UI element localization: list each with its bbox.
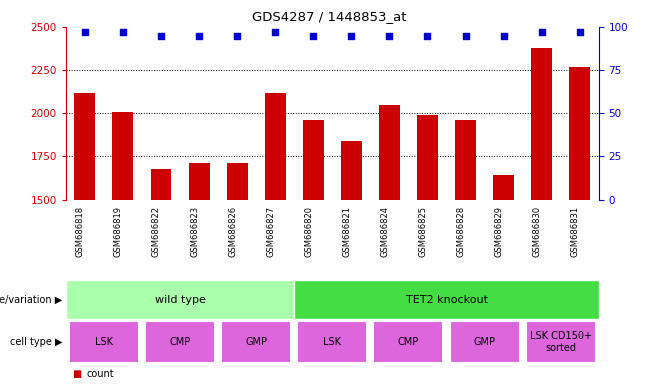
Text: ■: ■: [72, 369, 82, 379]
Text: GSM686828: GSM686828: [457, 206, 465, 257]
Point: [498, 33, 509, 39]
Bar: [221, 321, 291, 363]
Bar: [417, 115, 438, 200]
Bar: [66, 280, 294, 319]
Point: [194, 33, 205, 39]
Bar: [379, 105, 400, 200]
Text: GSM686825: GSM686825: [418, 206, 428, 257]
Bar: [569, 67, 590, 200]
Text: GSM686824: GSM686824: [380, 206, 390, 257]
Bar: [294, 280, 599, 319]
Text: GSM686818: GSM686818: [76, 206, 85, 257]
Bar: [526, 321, 595, 363]
Point: [574, 29, 585, 35]
Bar: [151, 169, 172, 200]
Text: CMP: CMP: [169, 337, 191, 347]
Text: TET2 knockout: TET2 knockout: [405, 295, 488, 305]
Bar: [74, 93, 95, 200]
Text: genotype/variation ▶: genotype/variation ▶: [0, 295, 63, 305]
Point: [232, 33, 242, 39]
Bar: [265, 93, 286, 200]
Bar: [303, 120, 324, 200]
Point: [80, 29, 90, 35]
Bar: [226, 162, 247, 200]
Text: GMP: GMP: [245, 337, 267, 347]
Text: GSM686831: GSM686831: [570, 206, 580, 257]
Text: GSM686821: GSM686821: [342, 206, 351, 257]
Text: GSM686823: GSM686823: [190, 206, 199, 257]
Bar: [297, 321, 367, 363]
Text: LSK: LSK: [323, 337, 342, 347]
Text: count: count: [87, 369, 114, 379]
Point: [346, 33, 357, 39]
Bar: [113, 112, 134, 200]
Text: LSK: LSK: [95, 337, 113, 347]
Text: GSM686820: GSM686820: [304, 206, 313, 257]
Text: GSM686822: GSM686822: [152, 206, 161, 257]
Bar: [189, 164, 209, 200]
Point: [422, 33, 433, 39]
Text: GSM686827: GSM686827: [266, 206, 275, 257]
Bar: [145, 321, 215, 363]
Point: [156, 33, 166, 39]
Bar: [373, 321, 443, 363]
Text: GSM686819: GSM686819: [114, 206, 123, 257]
Text: LSK CD150+
sorted: LSK CD150+ sorted: [530, 331, 592, 353]
Point: [460, 33, 470, 39]
Text: GDS4287 / 1448853_at: GDS4287 / 1448853_at: [252, 10, 406, 23]
Text: GSM686826: GSM686826: [228, 206, 237, 257]
Bar: [455, 120, 476, 200]
Bar: [341, 141, 362, 200]
Bar: [449, 321, 520, 363]
Text: cell type ▶: cell type ▶: [10, 337, 63, 347]
Bar: [69, 321, 139, 363]
Text: GSM686830: GSM686830: [533, 206, 542, 257]
Point: [270, 29, 280, 35]
Text: GMP: GMP: [474, 337, 495, 347]
Bar: [531, 48, 552, 200]
Text: CMP: CMP: [398, 337, 419, 347]
Point: [536, 29, 547, 35]
Point: [118, 29, 128, 35]
Bar: [493, 175, 514, 200]
Point: [384, 33, 395, 39]
Point: [308, 33, 318, 39]
Text: GSM686829: GSM686829: [495, 206, 503, 257]
Text: wild type: wild type: [155, 295, 205, 305]
